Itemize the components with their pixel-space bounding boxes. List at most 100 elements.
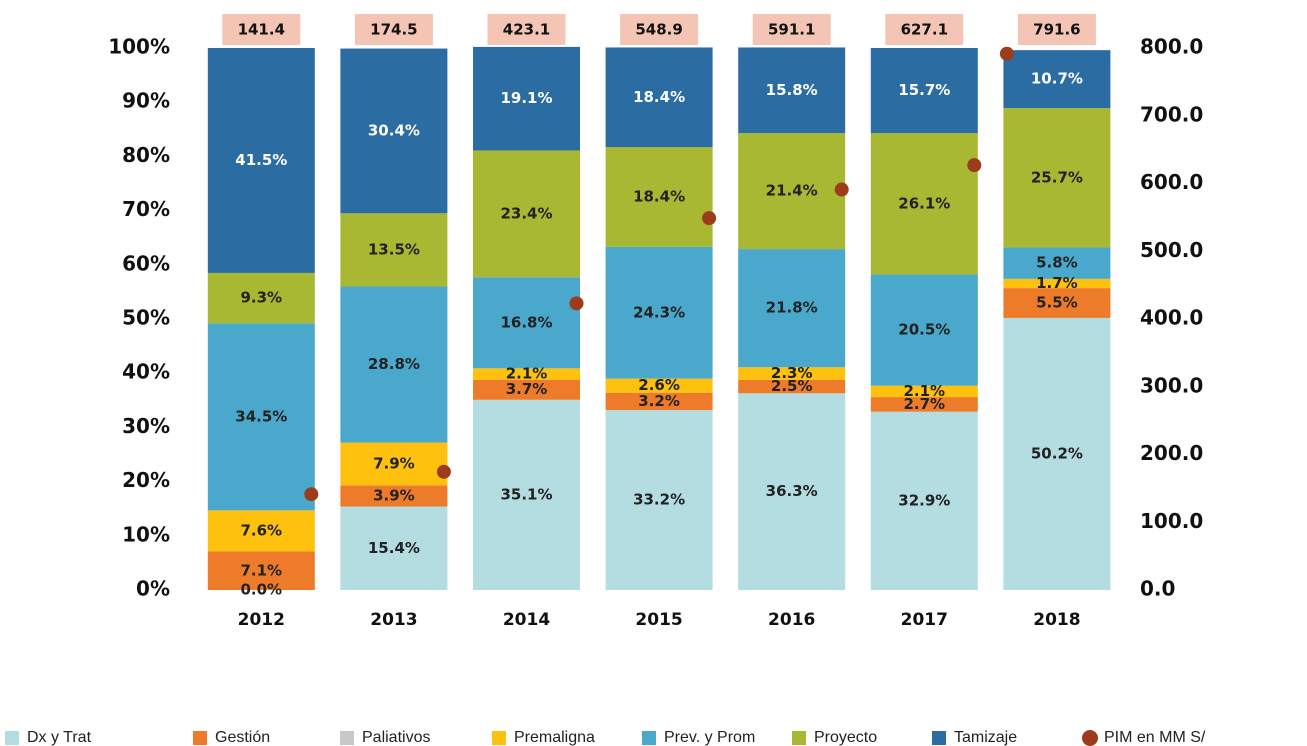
- pim-dot: [834, 182, 849, 197]
- bar-segment: [738, 47, 846, 134]
- data-label: 18.4%: [633, 88, 685, 106]
- bar-segment: [738, 133, 846, 250]
- value-box: [222, 14, 301, 45]
- legend-label: Gestión: [215, 729, 270, 746]
- legend-marker: [193, 731, 207, 745]
- legend-marker: [642, 731, 656, 745]
- data-label: 1.7%: [1036, 274, 1078, 292]
- bar-segment: [870, 274, 978, 386]
- y-tick-label: 10%: [122, 522, 170, 546]
- value-box-label: 791.6: [1033, 21, 1080, 39]
- legend-label: PIM en MM S/: [1104, 729, 1206, 746]
- data-label: 21.4%: [766, 182, 818, 200]
- y2-tick-label: 0.0: [1140, 577, 1175, 601]
- legend-label: Prev. y Prom: [664, 729, 755, 746]
- bar-segment: [870, 133, 978, 275]
- legend-label: Tamizaje: [954, 729, 1017, 746]
- bar-segment: [738, 379, 846, 394]
- legend-label: Dx y Trat: [27, 729, 92, 746]
- pim-dot: [967, 158, 982, 173]
- bar-segment: [738, 249, 846, 368]
- bar-segment: [473, 46, 580, 151]
- data-label: 2.7%: [903, 395, 945, 413]
- bar-segment: [605, 246, 713, 379]
- y-tick-label: 70%: [122, 197, 170, 221]
- data-label: 9.3%: [240, 289, 282, 307]
- bar-segment: [340, 286, 448, 443]
- bar-segment: [340, 506, 448, 590]
- y2-tick-label: 500.0: [1140, 238, 1203, 262]
- data-label: 24.3%: [633, 303, 685, 321]
- legend-marker: [792, 731, 806, 745]
- x-tick-label: 2012: [238, 610, 285, 630]
- bar-segment: [207, 510, 315, 552]
- data-label: 2.3%: [771, 364, 813, 382]
- value-box-label: 423.1: [503, 21, 550, 39]
- data-label: 3.2%: [638, 392, 680, 410]
- data-label: 32.9%: [898, 491, 950, 509]
- bar-segment: [340, 48, 448, 214]
- data-label: 30.4%: [368, 121, 420, 139]
- legend-label: Premaligna: [514, 729, 595, 746]
- x-tick-label: 2017: [901, 610, 948, 630]
- pim-dot: [999, 46, 1014, 61]
- data-label: 19.1%: [500, 89, 552, 107]
- value-box: [1017, 14, 1096, 45]
- data-label: 26.1%: [898, 194, 950, 212]
- data-label: 23.4%: [500, 204, 552, 222]
- bar-segment: [207, 323, 315, 511]
- bar-segment: [207, 551, 315, 590]
- data-label: 41.5%: [235, 151, 287, 169]
- value-box: [885, 14, 964, 45]
- data-label: 36.3%: [766, 482, 818, 500]
- bar-segment: [870, 48, 978, 134]
- pim-dot: [304, 487, 319, 502]
- data-label: 13.5%: [368, 240, 420, 258]
- legend-label: Proyecto: [814, 729, 877, 746]
- bar-segment: [1003, 108, 1111, 248]
- y2-tick-label: 700.0: [1140, 102, 1203, 126]
- data-label: 7.6%: [240, 521, 282, 539]
- data-label: 5.5%: [1036, 294, 1078, 312]
- value-box: [354, 14, 433, 45]
- data-label: 2.1%: [903, 382, 945, 400]
- bar-segment: [870, 385, 978, 398]
- bar-segment: [605, 147, 713, 247]
- y-tick-label: 50%: [122, 306, 170, 330]
- bar-segment: [738, 393, 846, 590]
- data-label: 0.0%: [240, 581, 282, 599]
- y2-tick-label: 800.0: [1140, 35, 1203, 59]
- data-label: 35.1%: [500, 485, 552, 503]
- pim-dot: [436, 464, 451, 479]
- bar-segment: [870, 397, 978, 412]
- y-tick-label: 0%: [136, 577, 170, 601]
- bar-segment: [1003, 278, 1111, 289]
- bar-segment: [473, 379, 580, 400]
- bar-segment: [605, 378, 713, 393]
- data-label: 7.9%: [373, 454, 415, 472]
- x-tick-label: 2015: [635, 610, 682, 630]
- bar-segment: [473, 277, 580, 369]
- bar-segment: [1003, 247, 1111, 279]
- data-label: 25.7%: [1031, 168, 1083, 186]
- data-label: 10.7%: [1031, 70, 1083, 88]
- bar-segment: [1003, 317, 1111, 590]
- value-box-label: 591.1: [768, 21, 815, 39]
- bar-segment: [473, 150, 580, 278]
- legend-marker: [5, 731, 19, 745]
- legend-marker: [1082, 730, 1098, 746]
- y2-tick-label: 300.0: [1140, 373, 1203, 397]
- bar-segment: [207, 272, 315, 324]
- data-label: 2.1%: [506, 365, 548, 383]
- data-label: 20.5%: [898, 321, 950, 339]
- y-tick-label: 100%: [108, 35, 170, 59]
- bar-segment: [1003, 50, 1111, 109]
- data-label: 15.4%: [368, 539, 420, 557]
- y2-tick-label: 400.0: [1140, 306, 1203, 330]
- y-tick-label: 20%: [122, 468, 170, 492]
- value-box-label: 174.5: [370, 21, 417, 39]
- y-tick-label: 40%: [122, 360, 170, 384]
- legend-marker: [492, 731, 506, 745]
- legend-label: Paliativos: [362, 729, 430, 746]
